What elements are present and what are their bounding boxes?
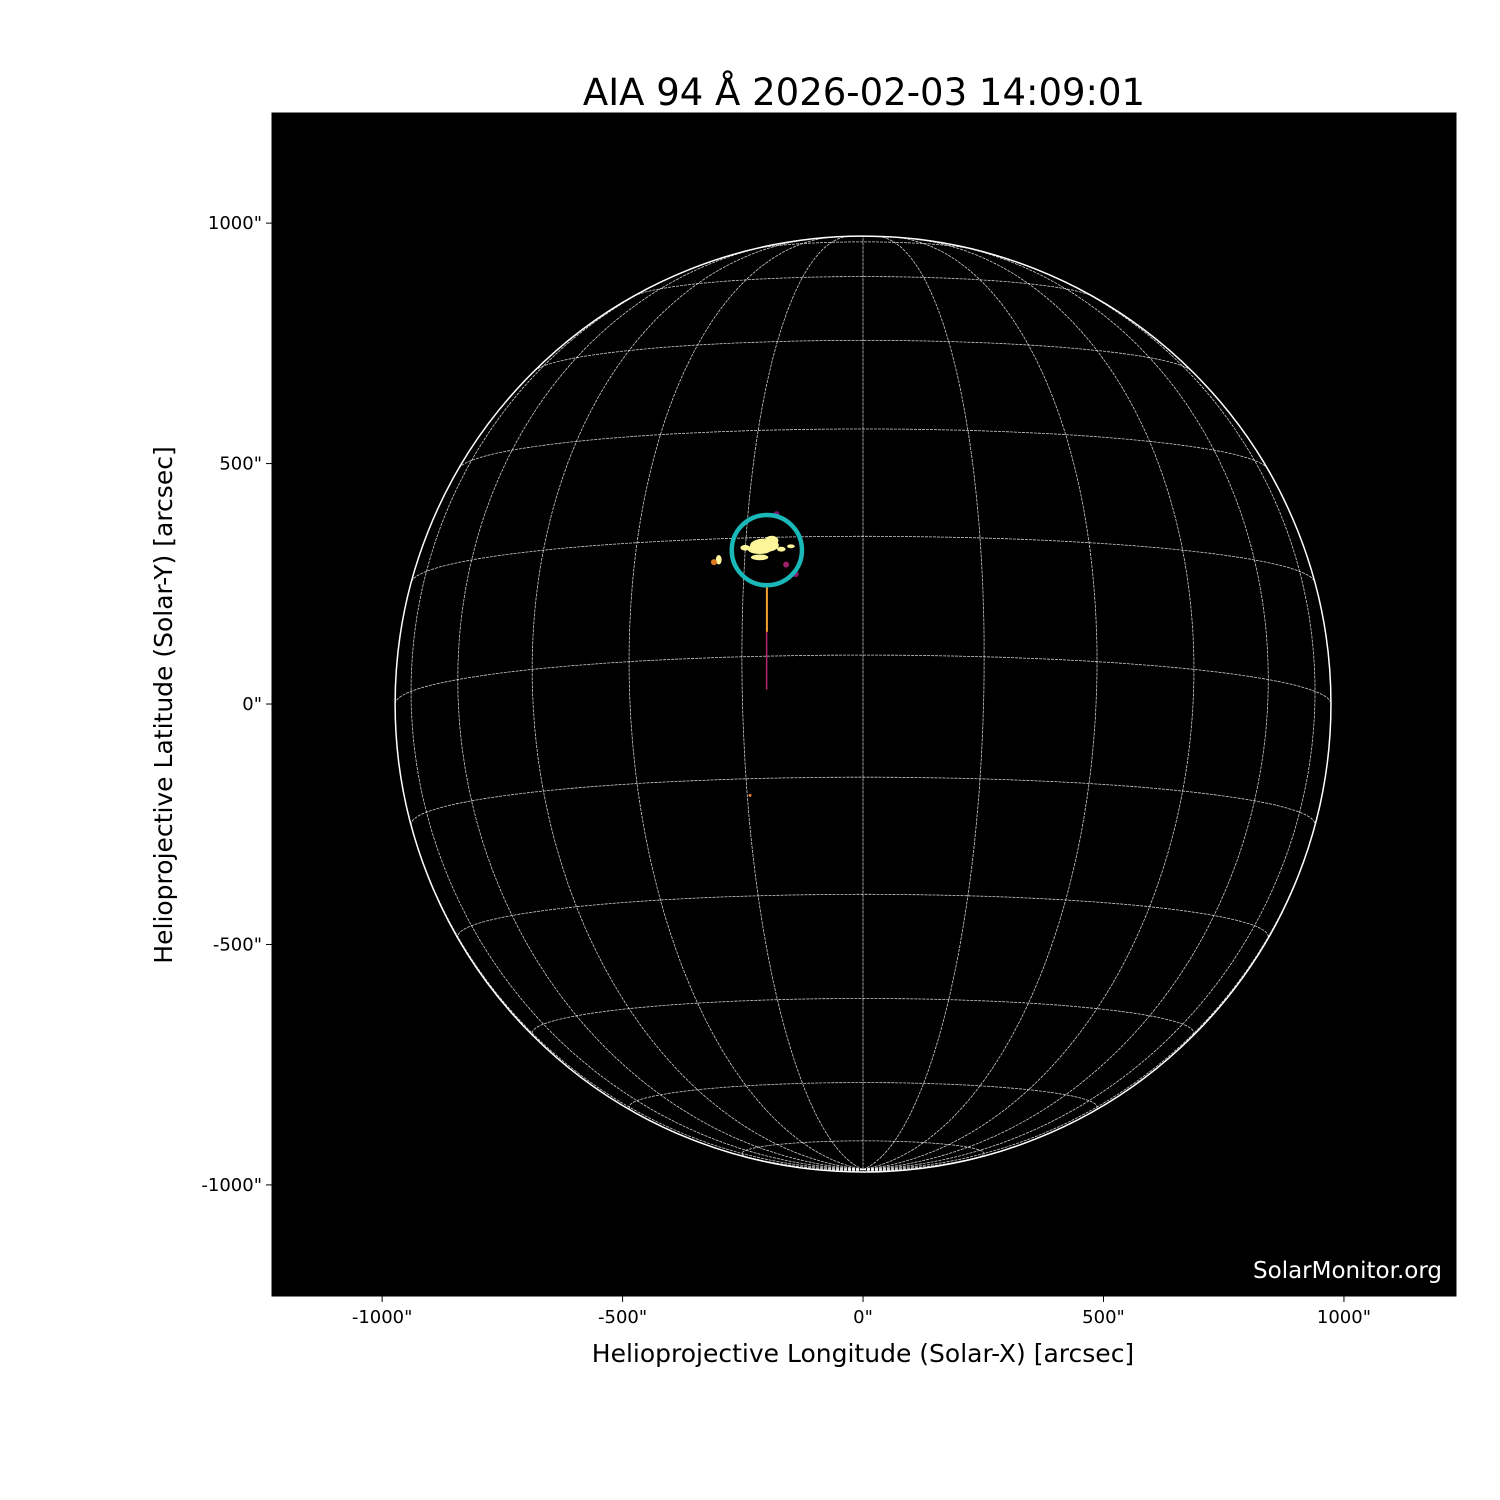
longitude-line bbox=[862, 703, 1332, 1170]
x-axis-label: Helioprojective Longitude (Solar-X) [arc… bbox=[592, 1339, 1134, 1368]
latitude-line bbox=[628, 1082, 1098, 1112]
y-tick-label: 500" bbox=[219, 454, 262, 475]
jet-streak-faint bbox=[765, 631, 768, 690]
x-tick-label: 0" bbox=[853, 1307, 873, 1328]
watermark: SolarMonitor.org bbox=[1253, 1258, 1442, 1284]
y-tick-label: -500" bbox=[213, 934, 262, 955]
faint-emission bbox=[748, 793, 752, 797]
bright-emission bbox=[776, 546, 786, 552]
y-tick-label: 1000" bbox=[208, 213, 262, 234]
faint-emission bbox=[783, 561, 790, 568]
longitude-line bbox=[862, 236, 985, 1170]
plot-area bbox=[272, 113, 1456, 1296]
bright-emission bbox=[787, 544, 795, 549]
y-tick-label: -1000" bbox=[201, 1175, 262, 1196]
longitude-line bbox=[394, 703, 864, 1170]
bright-emission bbox=[740, 544, 751, 551]
longitude-line bbox=[862, 236, 1098, 1170]
longitude-line bbox=[410, 270, 864, 1170]
latitude-line bbox=[633, 276, 1093, 297]
bright-emission bbox=[747, 544, 772, 554]
solar-limb bbox=[394, 235, 1332, 1173]
latitude-line bbox=[457, 893, 1269, 940]
bright-emission bbox=[764, 535, 779, 546]
x-tick-label: -1000" bbox=[352, 1307, 413, 1328]
latitude-line bbox=[534, 340, 1192, 372]
x-tick-label: 1000" bbox=[1317, 1307, 1371, 1328]
longitude-line bbox=[862, 238, 1195, 1170]
x-tick-label: 500" bbox=[1082, 1307, 1125, 1328]
y-axis-label: Helioprojective Latitude (Solar-Y) [arcs… bbox=[149, 446, 178, 963]
bright-emission bbox=[750, 554, 769, 561]
longitude-line bbox=[531, 238, 864, 1170]
longitude-line bbox=[457, 243, 864, 1170]
faint-emission bbox=[710, 559, 717, 566]
axis-ticks: -1000" -500" 0" 500" 1000" 1000" 500" 0" -500" -1… bbox=[201, 213, 1371, 1328]
bright-emission bbox=[715, 554, 722, 565]
x-tick-label: -500" bbox=[598, 1307, 647, 1328]
longitude-line bbox=[862, 270, 1316, 1170]
active-region-emission bbox=[710, 511, 799, 797]
jet-streak bbox=[765, 583, 768, 632]
active-region-marker bbox=[729, 512, 805, 588]
longitude-line bbox=[862, 243, 1269, 1170]
longitude-line bbox=[741, 236, 864, 1170]
chart-title: AIA 94 Å 2026-02-03 14:09:01 bbox=[583, 70, 1145, 114]
y-tick-label: 0" bbox=[242, 694, 262, 715]
longitude-line bbox=[628, 236, 864, 1170]
